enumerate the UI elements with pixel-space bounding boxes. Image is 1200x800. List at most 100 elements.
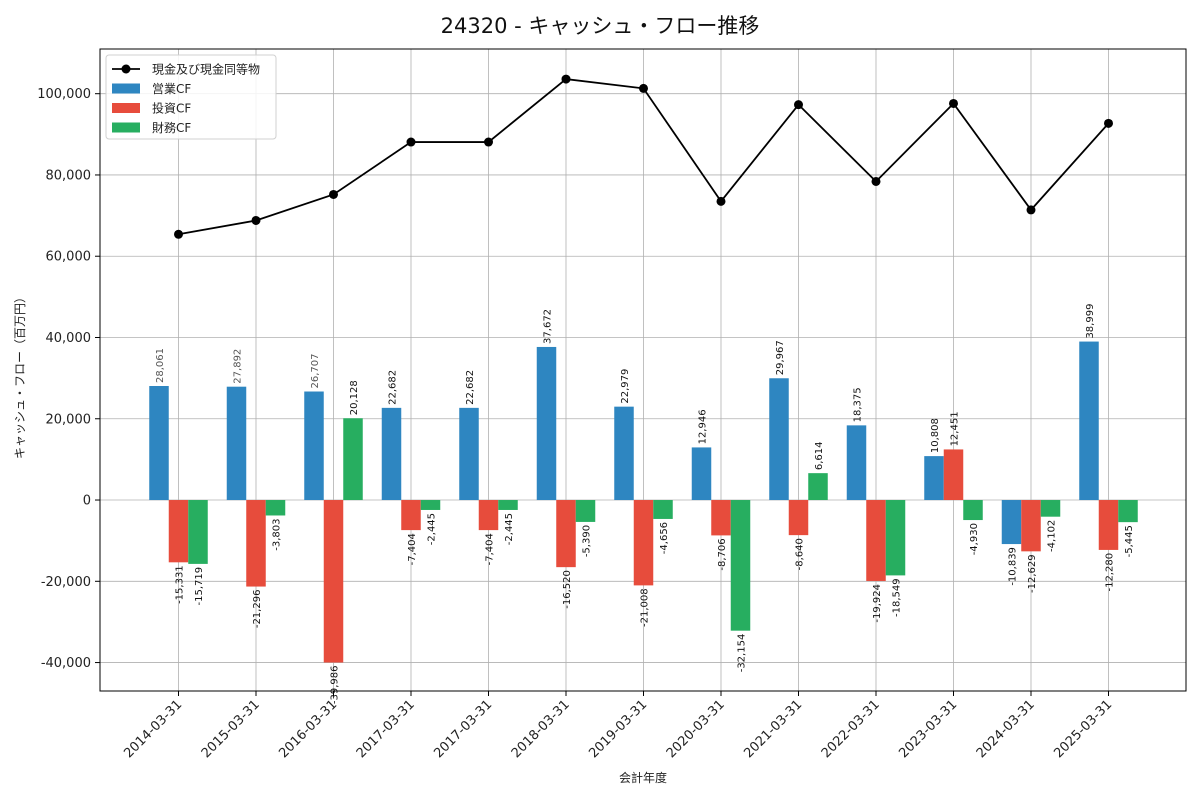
x-tick-label: 2021-03-31 bbox=[741, 697, 805, 761]
cash-line-point bbox=[251, 215, 261, 225]
bar-1 bbox=[711, 500, 731, 536]
bar-0 bbox=[924, 456, 944, 501]
cash-line-point bbox=[794, 100, 803, 110]
bar-value-label: -2,445 bbox=[504, 513, 515, 545]
bar-value-label: -21,296 bbox=[252, 590, 263, 629]
bar-value-label: -15,719 bbox=[194, 567, 205, 606]
x-tick-label: 2016-03-31 bbox=[276, 697, 340, 761]
bar-1 bbox=[633, 500, 654, 586]
bar-0 bbox=[1079, 341, 1099, 501]
legend-swatch bbox=[112, 122, 140, 133]
x-tick-label: 2019-03-31 bbox=[586, 697, 650, 761]
cash-line bbox=[174, 74, 1113, 239]
bar-value-label: 22,682 bbox=[388, 370, 399, 405]
bar-1 bbox=[168, 500, 189, 563]
bar-2 bbox=[808, 473, 828, 501]
bar-value-label: 22,682 bbox=[465, 370, 476, 405]
bar-value-label: -12,280 bbox=[1105, 553, 1116, 592]
bar-value-label: -32,154 bbox=[737, 634, 748, 673]
bar-0 bbox=[846, 425, 867, 501]
legend-swatch bbox=[112, 83, 140, 94]
x-tick-label: 2015-03-31 bbox=[199, 697, 263, 761]
bar-0 bbox=[691, 447, 712, 501]
grid-lines bbox=[100, 49, 1186, 691]
bars bbox=[149, 341, 1138, 663]
bar-2 bbox=[575, 500, 596, 522]
bar-value-label: -21,008 bbox=[640, 588, 651, 627]
bar-value-label: 6,614 bbox=[814, 442, 825, 471]
bar-1 bbox=[323, 500, 344, 663]
bar-0 bbox=[614, 406, 634, 501]
bar-1 bbox=[246, 500, 266, 587]
bar-0 bbox=[226, 386, 247, 501]
x-tick-label: 2014-03-31 bbox=[121, 697, 185, 761]
bar-value-label: -4,656 bbox=[659, 522, 670, 554]
cash-line-point bbox=[484, 137, 493, 147]
bar-value-label: 22,979 bbox=[620, 369, 631, 404]
x-tick-label: 2020-03-31 bbox=[664, 697, 728, 761]
bar-value-label: -4,102 bbox=[1047, 520, 1058, 552]
bar-value-label: -3,803 bbox=[272, 518, 283, 550]
cash-line-point bbox=[174, 229, 183, 239]
bar-value-label: -10,839 bbox=[1008, 547, 1019, 586]
cash-line-point bbox=[639, 83, 648, 93]
bar-2 bbox=[885, 500, 906, 576]
bar-2 bbox=[188, 500, 208, 564]
bar-value-label: -7,404 bbox=[407, 533, 418, 565]
bar-2 bbox=[1118, 500, 1138, 523]
bar-0 bbox=[304, 391, 324, 501]
x-tick-label: 2024-03-31 bbox=[974, 697, 1038, 761]
x-axis-label: 会計年度 bbox=[619, 770, 667, 785]
bar-value-label: -12,629 bbox=[1027, 554, 1038, 593]
bar-value-label: 26,707 bbox=[310, 354, 321, 389]
cash-line-point bbox=[871, 176, 881, 186]
y-tick-label: 60,000 bbox=[46, 250, 92, 265]
bar-2 bbox=[730, 500, 751, 631]
bar-value-label: -5,445 bbox=[1124, 525, 1135, 557]
x-tick-label: 2017-03-31 bbox=[431, 697, 495, 761]
y-tick-label: -40,000 bbox=[41, 656, 91, 671]
y-tick-label: 40,000 bbox=[46, 331, 92, 346]
y-tick-label: 100,000 bbox=[37, 87, 91, 102]
bar-value-label: 12,946 bbox=[698, 409, 709, 444]
bar-value-label: -5,390 bbox=[582, 525, 593, 557]
bar-value-label: -8,706 bbox=[717, 538, 728, 570]
legend-swatch-marker bbox=[121, 64, 131, 74]
x-tick-label: 2018-03-31 bbox=[509, 697, 573, 761]
x-tick-label: 2025-03-31 bbox=[1051, 697, 1115, 761]
bar-0 bbox=[459, 407, 479, 501]
bar-value-label: 38,999 bbox=[1085, 304, 1096, 339]
bar-2 bbox=[653, 500, 673, 519]
bar-value-label: -7,404 bbox=[485, 533, 496, 565]
cash-line-point bbox=[1104, 118, 1113, 128]
bar-value-label: -39,986 bbox=[330, 666, 341, 705]
bar-0 bbox=[149, 386, 169, 501]
bar-1 bbox=[556, 500, 576, 568]
bar-1 bbox=[788, 500, 809, 536]
bar-1 bbox=[1021, 500, 1041, 552]
bar-0 bbox=[1001, 500, 1022, 545]
bar-labels: 28,061 27,892 26,707 22,682 22,682 37,672 22,9… bbox=[155, 304, 1135, 705]
bar-0 bbox=[381, 407, 402, 501]
y-tick-label: 20,000 bbox=[46, 412, 92, 427]
bar-1 bbox=[401, 500, 421, 531]
bar-2 bbox=[343, 418, 363, 501]
bar-value-label: 28,061 bbox=[155, 348, 166, 383]
bar-value-label: 12,451 bbox=[950, 411, 961, 446]
bar-value-label: 29,967 bbox=[775, 340, 786, 375]
y-axis-label: キャッシュ・フロー（百万円） bbox=[13, 291, 27, 459]
cash-line-point bbox=[716, 196, 726, 206]
x-tick-label: 2022-03-31 bbox=[819, 697, 883, 761]
bar-value-label: 20,128 bbox=[349, 380, 360, 415]
bar-value-label: 10,808 bbox=[930, 418, 941, 453]
bar-value-label: -19,924 bbox=[872, 584, 883, 623]
bar-2 bbox=[420, 500, 441, 510]
bar-2 bbox=[498, 500, 518, 510]
cash-line-point bbox=[329, 189, 338, 199]
bar-value-label: -4,930 bbox=[969, 523, 980, 555]
bar-value-label: -8,640 bbox=[795, 538, 806, 570]
cash-line-point bbox=[561, 74, 571, 84]
legend-entry: 財務CF bbox=[152, 120, 191, 135]
y-tick-label: -20,000 bbox=[41, 575, 91, 590]
